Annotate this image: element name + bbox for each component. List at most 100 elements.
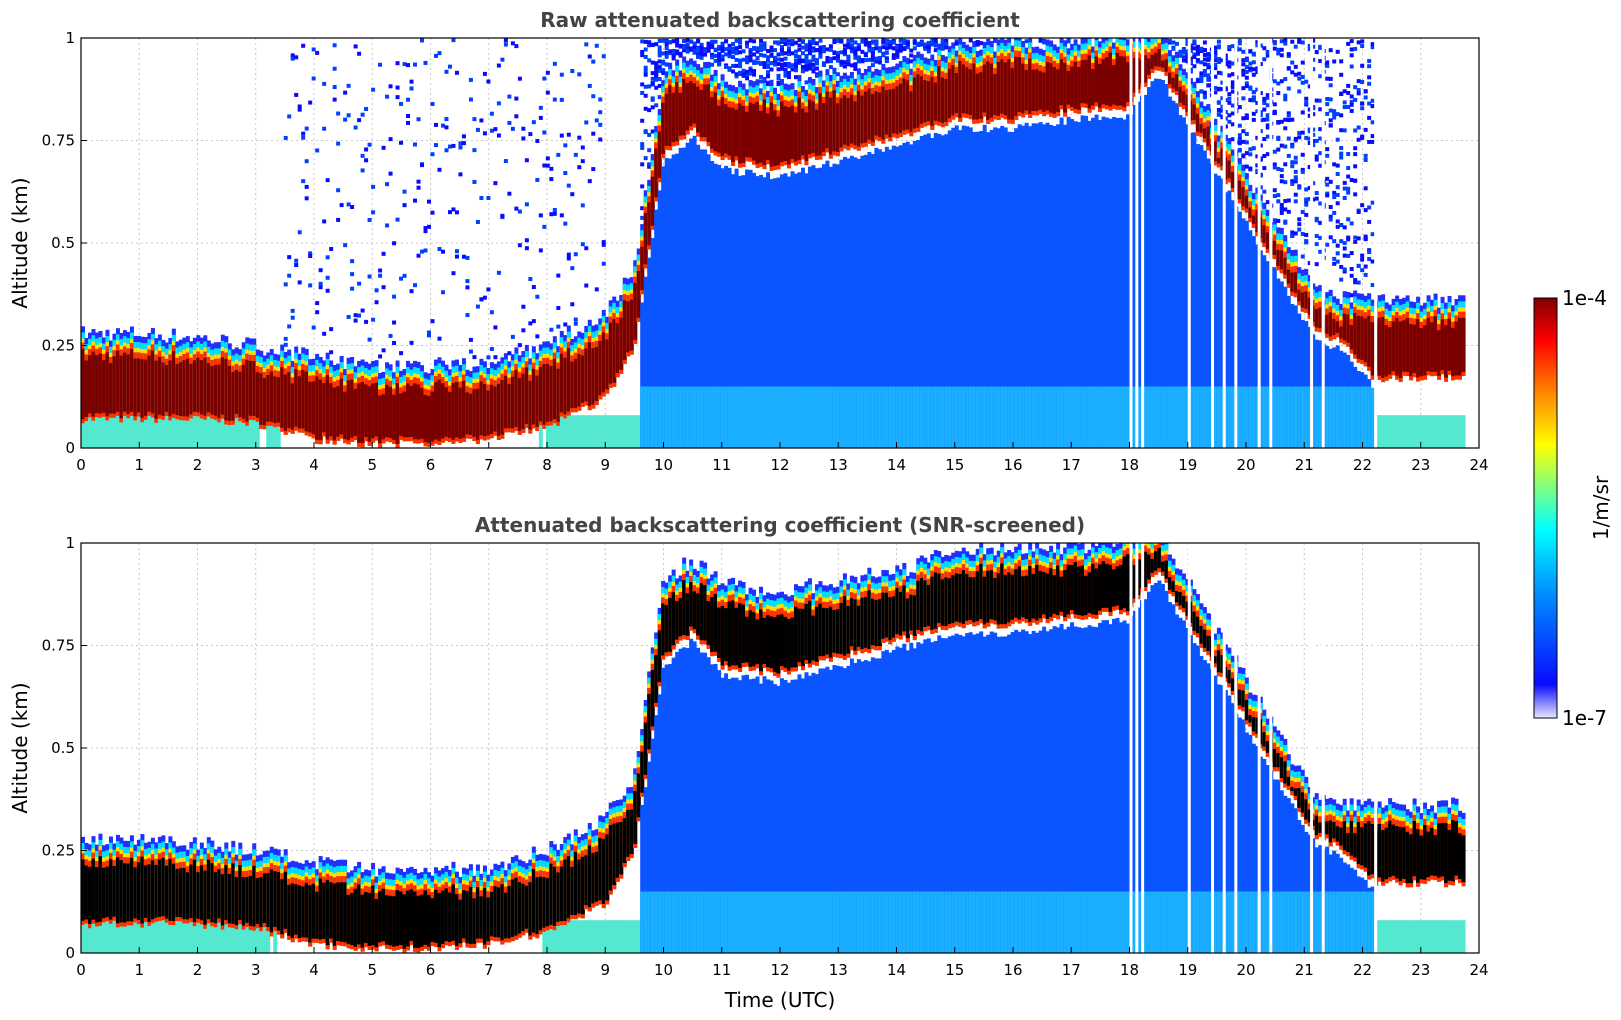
heatmap-cell — [573, 317, 578, 322]
heatmap-cell — [346, 113, 351, 118]
heatmap-cell — [745, 76, 750, 81]
heatmap-cell — [909, 91, 914, 133]
heatmap-cell — [1171, 386, 1176, 448]
heatmap-cell — [276, 871, 281, 931]
heatmap-cell — [1286, 136, 1291, 141]
heatmap-cell — [1262, 46, 1267, 51]
heatmap-cell — [556, 368, 561, 422]
heatmap-cell — [884, 146, 889, 448]
heatmap-cell — [1314, 386, 1319, 448]
heatmap-cell — [814, 73, 819, 78]
heatmap-cell — [1342, 89, 1347, 94]
heatmap-cell — [1356, 209, 1361, 214]
heatmap-cell — [161, 857, 166, 917]
heatmap-cell — [360, 894, 365, 948]
heatmap-cell — [780, 101, 784, 163]
heatmap-cell — [650, 105, 655, 110]
heatmap-cell — [1342, 100, 1347, 105]
heatmap-cell — [786, 39, 791, 44]
heatmap-cell — [762, 386, 767, 448]
heatmap-cell — [1367, 58, 1372, 63]
heatmap-cell — [416, 895, 421, 949]
heatmap-cell — [650, 76, 655, 81]
heatmap-cell — [1255, 87, 1260, 92]
heatmap-cell — [556, 324, 561, 329]
heatmap-cell — [420, 894, 425, 947]
heatmap-cell — [1265, 200, 1270, 205]
heatmap-cell — [84, 360, 89, 417]
heatmap-cell — [916, 386, 921, 448]
heatmap-cell — [482, 888, 487, 945]
heatmap-cell — [1283, 286, 1288, 448]
heatmap-cell — [720, 386, 725, 448]
heatmap-cell — [570, 266, 575, 271]
heatmap-cell — [430, 319, 435, 324]
heatmap-cell — [748, 169, 753, 448]
heatmap-cell — [1248, 49, 1253, 54]
x-tick-label: 23 — [1411, 456, 1430, 474]
heatmap-cell — [91, 420, 96, 448]
heatmap-cell — [402, 894, 407, 949]
heatmap-cell — [654, 71, 659, 76]
heatmap-cell — [1304, 202, 1309, 207]
heatmap-cell — [503, 42, 508, 47]
heatmap-cell — [745, 40, 750, 45]
heatmap-cell — [1283, 38, 1288, 43]
heatmap-cell — [479, 896, 484, 939]
heatmap-cell — [1353, 280, 1358, 285]
heatmap-cell — [741, 386, 746, 448]
x-tick-label: 15 — [945, 456, 964, 474]
heatmap-cell — [769, 52, 774, 57]
heatmap-cell — [87, 866, 92, 925]
heatmap-cell — [909, 144, 914, 448]
heatmap-cell — [1077, 122, 1082, 448]
heatmap-cell — [1262, 225, 1267, 243]
heatmap-cell — [832, 38, 837, 43]
heatmap-cell — [759, 74, 764, 79]
heatmap-cell — [710, 44, 715, 49]
heatmap-cell — [378, 354, 383, 359]
heatmap-cell — [1017, 386, 1022, 448]
heatmap-cell — [1223, 53, 1228, 58]
heatmap-cell — [1167, 96, 1172, 448]
heatmap-cell — [231, 927, 236, 953]
heatmap-cell — [1195, 79, 1200, 84]
heatmap-cell — [1311, 139, 1316, 144]
heatmap-cell — [531, 120, 536, 125]
heatmap-cell — [150, 417, 155, 448]
heatmap-cell — [1349, 99, 1354, 104]
heatmap-cell — [1283, 219, 1288, 224]
heatmap-cell — [206, 859, 211, 920]
heatmap-cell — [790, 171, 795, 448]
heatmap-cell — [1311, 305, 1316, 323]
heatmap-cell — [570, 69, 575, 74]
heatmap-cell — [731, 107, 736, 162]
heatmap-cell — [1258, 43, 1263, 48]
heatmap-cell — [1290, 160, 1295, 165]
heatmap-cell — [437, 247, 442, 252]
heatmap-cell — [1335, 321, 1340, 334]
heatmap-cell — [1042, 72, 1047, 112]
heatmap-cell — [867, 88, 872, 140]
heatmap-cell — [598, 110, 603, 115]
heatmap-cell — [839, 98, 844, 148]
heatmap-cell — [413, 62, 418, 67]
heatmap-cell — [1213, 54, 1218, 59]
heatmap-cell — [640, 142, 645, 147]
heatmap-cell — [1070, 119, 1075, 448]
heatmap-cell — [696, 49, 701, 54]
heatmap-cell — [1038, 386, 1043, 448]
heatmap-cell — [759, 38, 764, 43]
heatmap-cell — [891, 46, 896, 51]
heatmap-cell — [668, 40, 673, 45]
heatmap-cell — [1423, 415, 1428, 448]
heatmap-cell — [685, 45, 690, 50]
heatmap-cell — [164, 922, 169, 953]
x-tick-label: 3 — [251, 456, 261, 474]
heatmap-cell — [87, 417, 92, 448]
heatmap-cell — [912, 386, 917, 448]
heatmap-cell — [196, 416, 201, 448]
heatmap-cell — [367, 217, 372, 222]
heatmap-cell — [1419, 327, 1424, 377]
heatmap-cell — [283, 374, 288, 431]
